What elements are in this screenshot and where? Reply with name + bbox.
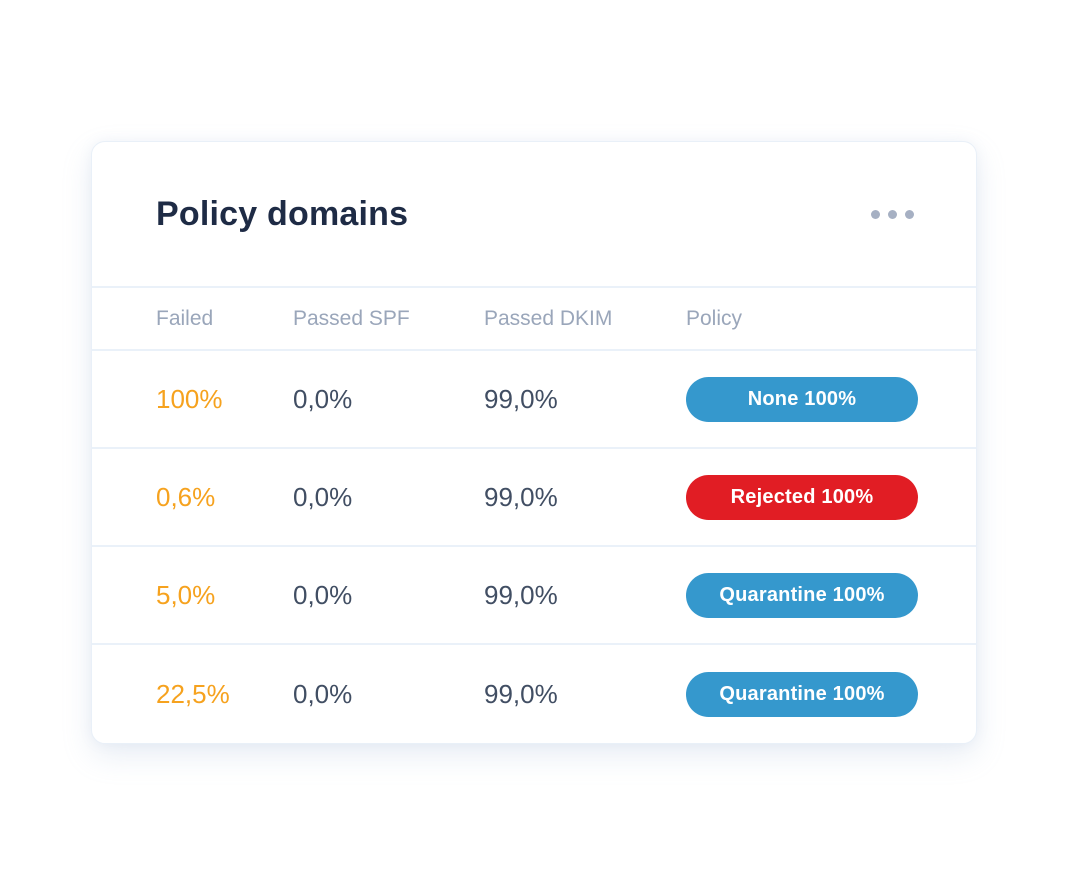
passed-dkim-value: 99,0% (484, 383, 558, 414)
table-row: 0,6% 0,0% 99,0% Rejected 100% (92, 449, 976, 547)
ellipsis-menu-button[interactable] (867, 202, 918, 227)
passed-spf-value: 0,0% (293, 481, 353, 512)
passed-dkim-value: 99,0% (484, 481, 558, 512)
column-header-policy: Policy (686, 306, 743, 330)
column-header-passed-dkim: Passed DKIM (484, 306, 613, 330)
failed-value: 100% (156, 383, 223, 414)
policy-badge[interactable]: None 100% (686, 376, 918, 422)
table-row: 22,5% 0,0% 99,0% Quarantine 100% (92, 645, 976, 743)
ellipsis-icon (905, 209, 914, 219)
policy-badge[interactable]: Quarantine 100% (686, 572, 918, 618)
failed-value: 5,0% (156, 579, 216, 610)
passed-spf-value: 0,0% (293, 383, 353, 414)
policy-badge[interactable]: Rejected 100% (686, 474, 918, 520)
table-row: 5,0% 0,0% 99,0% Quarantine 100% (92, 547, 976, 645)
table-row: 100% 0,0% 99,0% None 100% (92, 351, 976, 449)
ellipsis-icon (871, 209, 880, 219)
passed-dkim-value: 99,0% (484, 579, 558, 610)
page-title: Policy domains (156, 194, 409, 233)
passed-dkim-value: 99,0% (484, 678, 558, 709)
card-header: Policy domains (92, 142, 976, 288)
column-header-failed: Failed (156, 306, 214, 330)
policy-badge[interactable]: Quarantine 100% (686, 671, 918, 717)
failed-value: 0,6% (156, 481, 216, 512)
column-header-passed-spf: Passed SPF (293, 306, 410, 330)
policy-domains-card: Policy domains Failed Passed SPF Passed … (91, 141, 977, 744)
passed-spf-value: 0,0% (293, 579, 353, 610)
failed-value: 22,5% (156, 678, 230, 709)
table-header-row: Failed Passed SPF Passed DKIM Policy (92, 288, 976, 351)
passed-spf-value: 0,0% (293, 678, 353, 709)
ellipsis-icon (888, 209, 897, 219)
